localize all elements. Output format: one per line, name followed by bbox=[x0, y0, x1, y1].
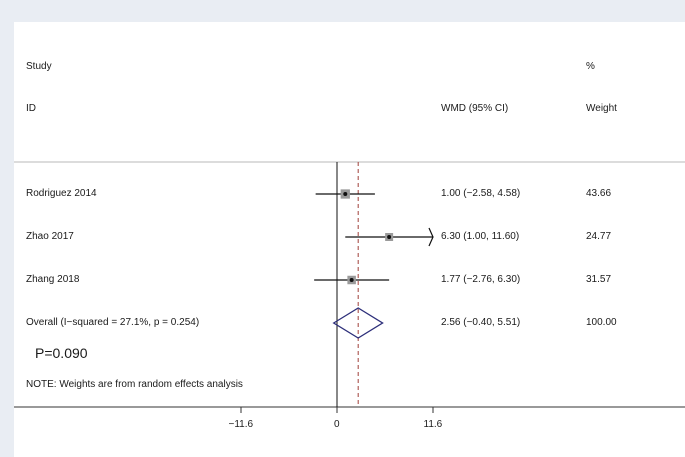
x-tick-label-2: 11.6 bbox=[423, 419, 443, 430]
study-label-0: Rodriguez 2014 bbox=[26, 188, 97, 199]
study-ci-0: 1.00 (−2.58, 4.58) bbox=[441, 188, 521, 199]
header-study: Study bbox=[26, 61, 52, 72]
study-weight-0: 43.66 bbox=[586, 188, 612, 199]
study-weight-1: 24.77 bbox=[586, 231, 612, 242]
header-id: ID bbox=[26, 103, 36, 114]
study-weight-2: 31.57 bbox=[586, 274, 612, 285]
overall-diamond bbox=[332, 307, 384, 339]
forest-plot-frame: Study ID WMD (95% CI) % Weight Rodriguez… bbox=[14, 22, 685, 457]
point-estimate-1 bbox=[387, 235, 392, 239]
point-estimate-0 bbox=[343, 192, 348, 196]
overall-weight: 100.00 bbox=[586, 317, 617, 328]
ci-arrow-1 bbox=[428, 227, 434, 247]
forest-plot-canvas bbox=[14, 161, 685, 413]
study-label-2: Zhang 2018 bbox=[26, 274, 80, 285]
header-weight: Weight bbox=[586, 103, 617, 114]
header-percent: % bbox=[586, 61, 595, 72]
study-ci-1: 6.30 (1.00, 11.60) bbox=[441, 231, 520, 242]
overall-label: Overall (I−squared = 27.1%, p = 0.254) bbox=[26, 317, 200, 328]
p-value: P=0.090 bbox=[35, 345, 88, 361]
overall-ci: 2.56 (−0.40, 5.51) bbox=[441, 317, 521, 328]
header-effect: WMD (95% CI) bbox=[441, 103, 509, 114]
note: NOTE: Weights are from random effects an… bbox=[26, 379, 243, 390]
x-tick-label-1: 0 bbox=[334, 419, 340, 430]
point-estimate-2 bbox=[349, 278, 354, 282]
study-label-1: Zhao 2017 bbox=[26, 231, 74, 242]
x-tick-label-0: −11.6 bbox=[228, 419, 254, 430]
study-ci-2: 1.77 (−2.76, 6.30) bbox=[441, 274, 521, 285]
